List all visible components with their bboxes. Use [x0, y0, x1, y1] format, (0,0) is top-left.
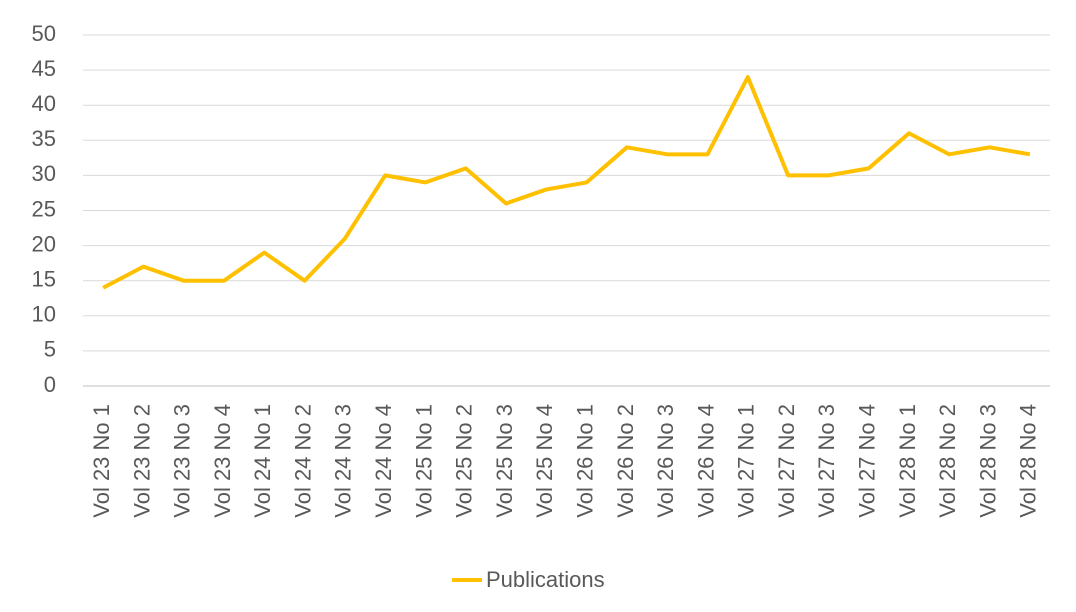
y-tick-label: 5	[44, 337, 56, 362]
x-tick-label: Vol 27 No 3	[814, 404, 839, 518]
x-tick-label: Vol 27 No 2	[774, 404, 799, 518]
x-tick-label: Vol 28 No 4	[1016, 404, 1041, 518]
x-tick-label: Vol 24 No 2	[290, 404, 315, 518]
y-tick-label: 0	[44, 372, 56, 397]
y-tick-label: 45	[32, 56, 56, 81]
x-tick-label: Vol 24 No 1	[250, 404, 275, 518]
x-tick-label: Vol 23 No 4	[210, 404, 235, 518]
legend-label: Publications	[486, 567, 605, 592]
x-tick-label: Vol 25 No 4	[532, 404, 557, 518]
x-tick-label: Vol 24 No 4	[371, 404, 396, 518]
x-tick-label: Vol 23 No 1	[89, 404, 114, 518]
x-tick-label: Vol 23 No 2	[129, 404, 154, 518]
x-tick-label: Vol 23 No 3	[170, 404, 195, 518]
x-tick-label: Vol 28 No 1	[895, 404, 920, 518]
y-tick-label: 20	[32, 231, 56, 256]
x-tick-label: Vol 26 No 1	[572, 404, 597, 518]
x-tick-label: Vol 26 No 3	[653, 404, 678, 518]
x-tick-label: Vol 26 No 2	[613, 404, 638, 518]
y-tick-label: 35	[32, 126, 56, 151]
x-tick-label: Vol 28 No 3	[975, 404, 1000, 518]
x-tick-label: Vol 28 No 2	[935, 404, 960, 518]
y-tick-label: 15	[32, 267, 56, 292]
x-tick-label: Vol 27 No 4	[855, 404, 880, 518]
y-tick-label: 50	[32, 21, 56, 46]
x-tick-label: Vol 26 No 4	[693, 404, 718, 518]
y-tick-label: 25	[32, 196, 56, 221]
x-tick-label: Vol 25 No 2	[452, 404, 477, 518]
x-tick-label: Vol 25 No 3	[492, 404, 517, 518]
y-tick-label: 30	[32, 161, 56, 186]
x-tick-label: Vol 24 No 3	[331, 404, 356, 518]
y-tick-label: 10	[32, 302, 56, 327]
y-tick-label: 40	[32, 91, 56, 116]
x-tick-label: Vol 25 No 1	[411, 404, 436, 518]
x-tick-label: Vol 27 No 1	[734, 404, 759, 518]
line-series	[102, 75, 1031, 290]
